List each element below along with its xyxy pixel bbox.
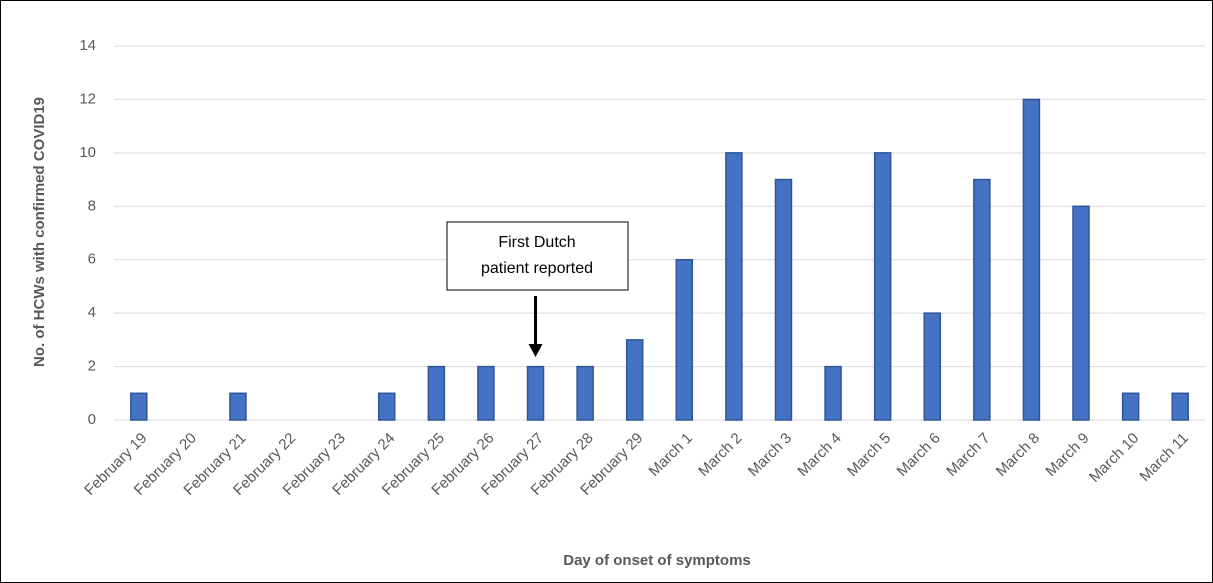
bar: [675, 258, 694, 421]
bar: [625, 339, 644, 421]
bar: [873, 152, 892, 421]
bar: [1171, 392, 1189, 421]
annotation-text: patient reported: [481, 260, 593, 277]
bar: [973, 178, 991, 421]
y-tick-label: 4: [88, 304, 96, 321]
bar: [1121, 392, 1140, 421]
y-tick-label: 2: [88, 358, 96, 375]
bar: [1022, 98, 1041, 421]
bar: [229, 392, 247, 421]
bar: [923, 312, 941, 421]
y-tick-label: 8: [88, 197, 96, 214]
y-tick-label: 0: [88, 411, 96, 428]
bar: [526, 365, 545, 421]
bar: [774, 178, 793, 421]
y-tick-label: 12: [79, 90, 96, 107]
annotation-box: [446, 221, 629, 291]
y-tick-label: 6: [88, 251, 96, 268]
bar: [725, 152, 743, 421]
y-tick-label: 10: [79, 144, 96, 161]
bar: [1072, 205, 1090, 421]
bar: [477, 365, 495, 421]
bar: [427, 365, 446, 421]
y-tick-label: 14: [79, 37, 96, 54]
bar: [130, 392, 148, 421]
annotation-arrowhead: [528, 344, 543, 357]
annotation-text: First Dutch: [498, 234, 575, 251]
y-axis-title: No. of HCWs with confirmed COVID19: [31, 97, 48, 367]
bar: [576, 365, 594, 421]
x-axis-title: Day of onset of symptoms: [563, 552, 751, 569]
bar: [378, 392, 396, 421]
bar: [824, 365, 842, 421]
